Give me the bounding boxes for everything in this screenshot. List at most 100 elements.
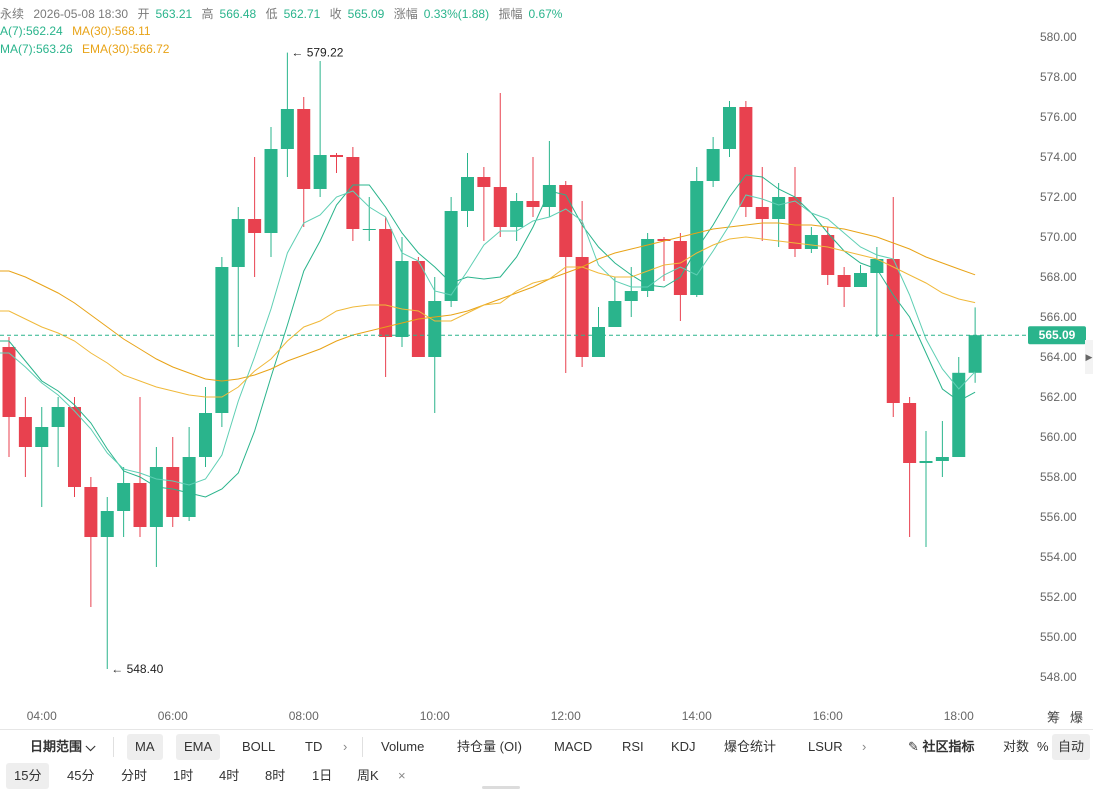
chip-distribution-icon: 筹 bbox=[1047, 710, 1060, 726]
candle-body bbox=[559, 185, 573, 257]
interval-1w[interactable]: 周K bbox=[357, 768, 379, 783]
candle-body bbox=[968, 335, 982, 373]
candle-body bbox=[755, 207, 769, 219]
candle-body bbox=[18, 417, 32, 447]
indicator-kdj[interactable]: KDJ bbox=[671, 739, 696, 754]
candle-body bbox=[248, 219, 262, 233]
date-range-label: 日期范围 bbox=[30, 739, 83, 754]
more-sub-indicators-icon[interactable]: › bbox=[862, 739, 867, 754]
candle-body bbox=[739, 107, 753, 207]
candle-body bbox=[166, 467, 180, 517]
ema-legend: MA(7):563.26 EMA(30):566.72 bbox=[0, 42, 175, 56]
candle-body bbox=[592, 327, 605, 357]
candle-body bbox=[35, 427, 49, 447]
candle-body bbox=[411, 261, 425, 357]
resize-handle[interactable] bbox=[482, 786, 520, 789]
candle-body bbox=[804, 235, 818, 249]
y-tick-label: 564.00 bbox=[1040, 350, 1077, 364]
legend-amplitude-label: 振幅 bbox=[498, 7, 523, 21]
interval-15m[interactable]: 15分 bbox=[6, 763, 50, 789]
candle-body bbox=[788, 197, 802, 249]
candle-body bbox=[690, 181, 704, 295]
y-tick-label: 580.00 bbox=[1040, 30, 1077, 44]
x-tick-label: 14:00 bbox=[682, 709, 712, 723]
interval-8h[interactable]: 8时 bbox=[265, 768, 286, 783]
community-indicators-label: 社区指标 bbox=[922, 739, 975, 754]
pencil-icon: ✎ bbox=[908, 739, 919, 754]
y-tick-label: 576.00 bbox=[1040, 110, 1077, 124]
expand-panel-arrow-icon[interactable]: ▶ bbox=[1085, 340, 1093, 374]
y-tick-label: 558.00 bbox=[1040, 470, 1077, 484]
liquidation-map-icon: 爆 bbox=[1070, 711, 1083, 726]
indicator-lsur[interactable]: LSUR bbox=[808, 739, 843, 754]
ma-legend: A(7):562.24 MA(30):568.11 bbox=[0, 24, 157, 38]
y-tick-label: 572.00 bbox=[1040, 190, 1077, 204]
legend-time: 2026-05-08 18:30 bbox=[33, 7, 129, 21]
indicator-liquidation-stats[interactable]: 爆仓统计 bbox=[724, 739, 777, 754]
legend-symbol: 永续 bbox=[0, 7, 25, 21]
candle-body bbox=[182, 457, 196, 517]
indicator-rsi[interactable]: RSI bbox=[622, 739, 644, 754]
candle-body bbox=[886, 259, 900, 403]
interval-45m[interactable]: 45分 bbox=[67, 768, 95, 783]
y-tick-label: 570.00 bbox=[1040, 230, 1077, 244]
indicator-macd[interactable]: MACD bbox=[554, 739, 593, 754]
candle-body bbox=[51, 407, 65, 427]
indicator-ma[interactable]: MA bbox=[127, 734, 163, 760]
candle-body bbox=[706, 149, 720, 181]
y-tick-label: 562.00 bbox=[1040, 390, 1077, 404]
log-scale-toggle[interactable]: 对数 bbox=[1003, 739, 1030, 754]
candle-body bbox=[657, 239, 671, 241]
candle-body bbox=[199, 413, 212, 457]
candle-body bbox=[395, 261, 409, 337]
legend-close-label: 收 bbox=[329, 7, 342, 21]
candle-body bbox=[624, 291, 638, 301]
candle-body bbox=[149, 467, 163, 527]
high-price-annotation: ← 579.22 bbox=[291, 46, 343, 60]
community-indicators-button[interactable]: ✎ 社区指标 bbox=[908, 734, 975, 760]
candle-body bbox=[346, 157, 360, 229]
auto-scale-toggle[interactable]: 自动 bbox=[1052, 734, 1091, 760]
candle-body bbox=[673, 241, 687, 295]
candle-body bbox=[641, 239, 655, 291]
y-tick-label: 568.00 bbox=[1040, 270, 1077, 284]
date-range-dropdown[interactable]: 日期范围 ⌵ bbox=[30, 734, 96, 760]
x-tick-label: 04:00 bbox=[27, 709, 57, 723]
interval-4h[interactable]: 4时 bbox=[219, 768, 240, 783]
indicator-open-interest[interactable]: 持仓量 (OI) bbox=[457, 739, 522, 754]
candlestick-chart[interactable]: 548.00 550.00 552.00 554.00 556.00 558.00 560.… bbox=[0, 0, 1093, 728]
percent-scale-toggle[interactable]: % bbox=[1037, 739, 1049, 754]
y-tick-label: 552.00 bbox=[1040, 590, 1077, 604]
candle-body bbox=[297, 109, 311, 189]
candle-body bbox=[477, 177, 491, 187]
y-tick-label: 548.00 bbox=[1040, 670, 1077, 684]
indicator-volume[interactable]: Volume bbox=[381, 739, 425, 754]
y-tick-label: 574.00 bbox=[1040, 150, 1077, 164]
candle-body bbox=[461, 177, 474, 211]
interval-timeline[interactable]: 分时 bbox=[121, 768, 148, 783]
legend-open-value: 563.21 bbox=[155, 7, 193, 21]
candle-body bbox=[608, 301, 622, 327]
indicator-td[interactable]: TD bbox=[305, 739, 323, 754]
y-tick-label: 578.00 bbox=[1040, 70, 1077, 84]
candle-body bbox=[723, 107, 736, 149]
y-tick-label: 566.00 bbox=[1040, 310, 1077, 324]
chart-canvas[interactable]: 548.00 550.00 552.00 554.00 556.00 558.00 560.… bbox=[0, 0, 1093, 728]
close-icon[interactable]: × bbox=[398, 768, 406, 783]
candle-body bbox=[854, 273, 867, 287]
more-main-indicators-icon[interactable]: › bbox=[343, 739, 348, 754]
candle-body bbox=[837, 275, 851, 287]
indicator-boll[interactable]: BOLL bbox=[242, 739, 276, 754]
indicator-ema[interactable]: EMA bbox=[176, 734, 221, 760]
interval-1d[interactable]: 1日 bbox=[312, 768, 333, 783]
y-tick-label: 560.00 bbox=[1040, 430, 1077, 444]
ema30-line bbox=[0, 236, 976, 398]
candle-body bbox=[952, 372, 966, 457]
legend-ema30: EMA(30):566.72 bbox=[82, 42, 170, 56]
interval-1h[interactable]: 1时 bbox=[173, 768, 194, 783]
y-tick-label: 554.00 bbox=[1040, 550, 1077, 564]
divider bbox=[362, 737, 363, 757]
candle-body bbox=[330, 155, 343, 157]
legend-ma7: A(7):562.24 bbox=[0, 24, 63, 38]
legend-high-value: 566.48 bbox=[219, 7, 257, 21]
